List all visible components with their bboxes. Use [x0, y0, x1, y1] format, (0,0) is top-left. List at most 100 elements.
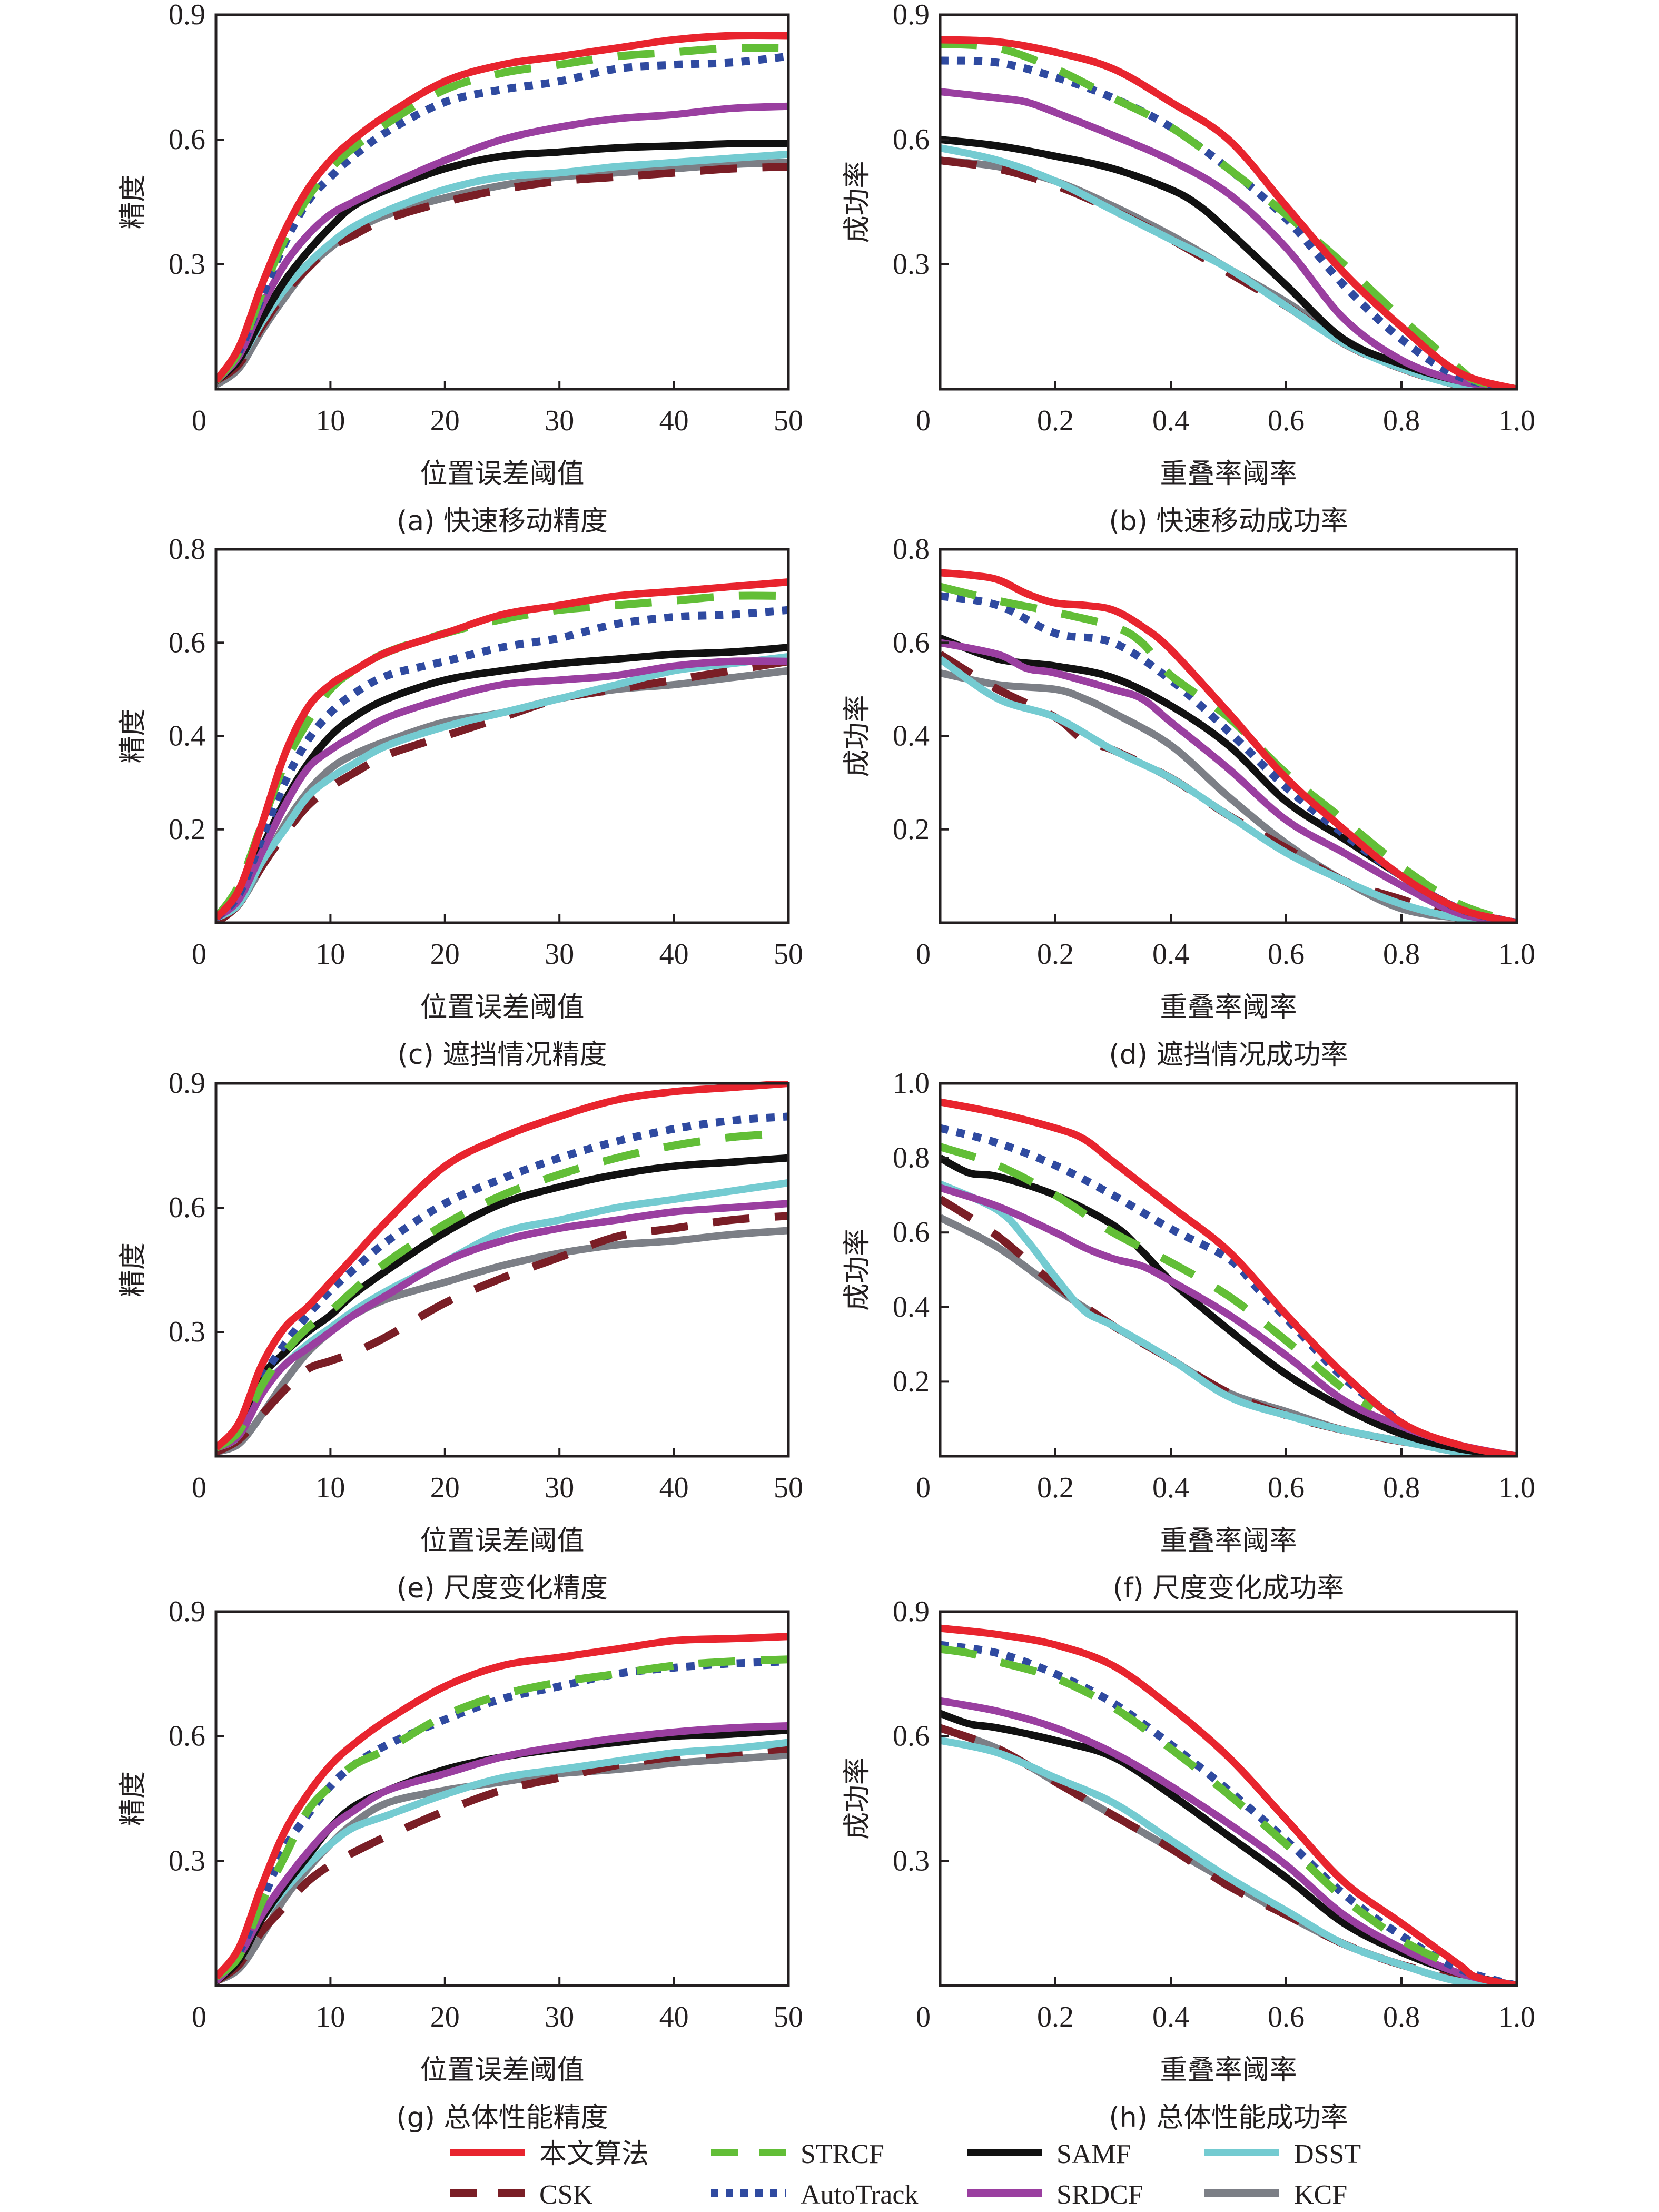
y-tick-label: 0.6	[893, 1216, 930, 1249]
series-line-proposed	[940, 1624, 1517, 1986]
legend-item: KCF	[1204, 2180, 1347, 2210]
y-axis-title: 成功率	[842, 1757, 873, 1840]
panel-e: 0 10 20 30 40 50 0.3 0.6 0.9 位置误差阈值 精度 (e) 尺度变化精度	[117, 1067, 803, 1604]
series-line-SAMF	[940, 1154, 1517, 1456]
y-tick-label: 0.6	[169, 626, 205, 659]
x-tick-label: 0.4	[1152, 938, 1189, 971]
x-tick-label: 0.6	[1268, 2001, 1305, 2033]
x-tick-label: 0.6	[1268, 404, 1305, 437]
panel-caption: (g) 总体性能精度	[396, 2102, 608, 2134]
legend-item: 本文算法	[450, 2139, 649, 2169]
x-tick-label: 40	[659, 404, 689, 437]
series-line-proposed	[216, 1081, 788, 1451]
series-line-KCF	[216, 667, 788, 923]
panel-g: 0 10 20 30 40 50 0.3 0.6 0.9 位置误差阈值 精度 (g) 总体性能精度	[117, 1595, 803, 2134]
y-tick-label: 1.0	[893, 1067, 930, 1100]
plot-frame	[214, 1610, 790, 1987]
series-line-CSK	[216, 1212, 788, 1456]
x-tick-label: 0.4	[1152, 2001, 1189, 2033]
series-line-SRDCF	[940, 88, 1517, 389]
x-tick-label: 0	[916, 938, 931, 971]
series-line-STRCF	[940, 39, 1517, 389]
series-line-KCF	[940, 669, 1517, 923]
series-line-STRCF	[940, 1645, 1444, 1964]
series-line-DSST	[940, 656, 1517, 923]
panel-h: 0 0.2 0.4 0.6 0.8 1.0 0.3 0.6 0.9 重叠率阈率 成功率 (h) 总体性…	[842, 1595, 1535, 2134]
legend: 本文算法 STRCF SAMF DSST CSK AutoTrack SRDCF KCF	[450, 2139, 1361, 2210]
x-axis-title: 位置误差阈值	[420, 1525, 584, 1557]
series-line-SAMF	[216, 140, 788, 384]
x-axis-title: 位置误差阈值	[420, 992, 584, 1023]
x-tick-label: 0	[192, 938, 206, 971]
plot-frame	[939, 13, 1518, 391]
x-tick-label: 30	[545, 404, 574, 437]
x-tick-label: 40	[659, 1472, 689, 1504]
x-tick-label: 0.6	[1268, 1472, 1305, 1504]
y-tick-label: 0.4	[169, 720, 205, 753]
x-tick-label: 50	[774, 2001, 803, 2033]
x-tick-label: 0	[916, 1472, 931, 1504]
y-tick-label: 0.9	[893, 0, 930, 31]
legend-item: AutoTrack	[711, 2180, 918, 2210]
series-line-AutoTrack	[216, 606, 788, 921]
x-tick-label: 50	[774, 404, 803, 437]
series-line-SRDCF	[216, 657, 788, 921]
panel-caption: (e) 尺度变化精度	[397, 1573, 608, 1604]
series-line-DSST	[216, 653, 788, 922]
x-axis-title: 重叠率阈率	[1160, 458, 1297, 490]
legend-item: STRCF	[711, 2139, 884, 2169]
plot-frame	[214, 13, 790, 391]
y-tick-label: 0.2	[893, 813, 930, 846]
panel-caption: (a) 快速移动精度	[397, 506, 608, 537]
legend-item: DSST	[1204, 2139, 1361, 2169]
series-group	[940, 36, 1517, 389]
plot-frame	[939, 1082, 1518, 1458]
legend-label: AutoTrack	[801, 2180, 918, 2210]
x-tick-label: 1.0	[1498, 938, 1535, 971]
legend-item: SAMF	[967, 2139, 1131, 2169]
series-line-proposed	[940, 1098, 1517, 1456]
y-axis-title: 精度	[117, 1771, 149, 1826]
x-tick-label: 40	[659, 938, 689, 971]
panel-d: 0 0.2 0.4 0.6 0.8 1.0 0.2 0.4 0.6 0.8 重叠率阈率 成功率 (d) …	[842, 533, 1535, 1071]
x-tick-label: 0	[916, 404, 931, 437]
series-line-DSST	[940, 1736, 1517, 1986]
y-tick-label: 0.6	[893, 123, 930, 156]
y-tick-label: 0.8	[169, 533, 205, 566]
x-tick-label: 20	[430, 1472, 460, 1504]
series-group	[216, 1633, 788, 1985]
y-tick-label: 0.3	[893, 248, 930, 281]
y-tick-label: 0.9	[169, 1595, 205, 1628]
panel-caption: (c) 遮挡情况精度	[398, 1039, 607, 1071]
series-line-CSK	[216, 657, 788, 923]
x-tick-label: 0	[916, 2001, 931, 2033]
y-tick-label: 0.3	[169, 1844, 205, 1877]
panel-f: 0 0.2 0.4 0.6 0.8 1.0 0.2 0.4 0.6 0.8 1.0 重叠率阈率 成功率 (…	[842, 1067, 1535, 1604]
series-line-SRDCF	[940, 1184, 1517, 1456]
series-line-SRDCF	[940, 639, 1517, 923]
x-tick-label: 30	[545, 2001, 574, 2033]
series-line-STRCF	[940, 1143, 1375, 1411]
y-tick-label: 0.3	[169, 1316, 205, 1348]
y-tick-label: 0.8	[893, 1142, 930, 1174]
y-tick-label: 0.3	[893, 1844, 930, 1877]
x-tick-label: 0	[192, 1472, 206, 1504]
series-line-SAMF	[216, 1154, 788, 1451]
y-axis-title: 精度	[117, 708, 149, 763]
x-tick-label: 0.8	[1383, 404, 1420, 437]
y-tick-label: 0.6	[893, 626, 930, 659]
x-tick-label: 0.8	[1383, 938, 1420, 971]
x-axis-title: 重叠率阈率	[1160, 2055, 1297, 2086]
x-tick-label: 20	[430, 938, 460, 971]
x-tick-label: 10	[315, 938, 345, 971]
x-tick-label: 30	[545, 1472, 574, 1504]
x-axis-title: 重叠率阈率	[1160, 1525, 1297, 1557]
x-axis-title: 位置误差阈值	[420, 2055, 584, 2086]
series-group	[216, 578, 788, 923]
series-group	[940, 569, 1517, 923]
panel-caption: (d) 遮挡情况成功率	[1109, 1039, 1348, 1071]
x-tick-label: 30	[545, 938, 574, 971]
legend-label: SAMF	[1056, 2139, 1131, 2169]
series-line-proposed	[216, 31, 788, 383]
